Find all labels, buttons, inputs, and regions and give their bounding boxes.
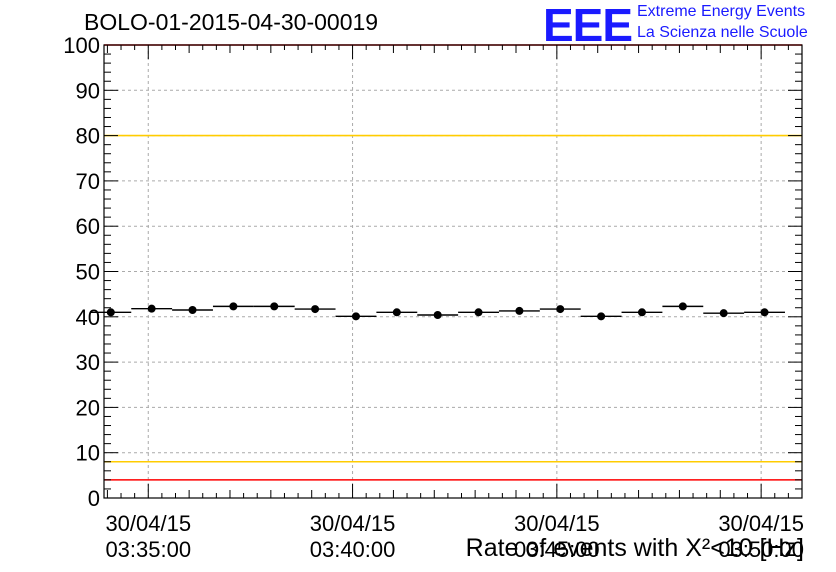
y-tick-label: 90	[76, 78, 100, 103]
data-point	[515, 306, 524, 315]
data-layer	[90, 302, 785, 321]
x-tick-time: 03:35:00	[105, 537, 191, 562]
y-tick-label: 20	[76, 395, 100, 420]
data-point	[719, 309, 728, 318]
eee-logo: EEE	[543, 0, 633, 51]
data-point	[270, 302, 279, 311]
y-tick-label: 80	[76, 124, 100, 149]
y-tick-label: 50	[76, 260, 100, 285]
data-point	[106, 308, 115, 317]
x-axis-label: Rate of events with X²<10 [Hz]	[465, 534, 804, 562]
y-tick-label: 100	[63, 33, 100, 58]
logo-subtitle-2: La Scienza nelle Scuole	[637, 24, 808, 41]
data-point	[678, 302, 687, 311]
data-point	[556, 305, 565, 314]
logo-subtitle-1: Extreme Energy Events	[637, 3, 806, 20]
data-point	[433, 310, 442, 319]
data-point	[760, 308, 769, 317]
data-point	[311, 305, 320, 314]
data-point	[392, 308, 401, 317]
x-tick-time: 03:40:00	[310, 537, 396, 562]
tick-labels: 010203040506070809010030/04/1503:35:0030…	[63, 33, 804, 562]
data-point	[474, 308, 483, 317]
chart-title: BOLO-01-2015-04-30-00019	[84, 9, 379, 35]
y-tick-label: 40	[76, 305, 100, 330]
data-point	[188, 306, 197, 315]
y-tick-label: 10	[76, 441, 100, 466]
y-tick-label: 60	[76, 214, 100, 239]
x-tick-date: 30/04/15	[718, 511, 804, 536]
y-tick-label: 70	[76, 169, 100, 194]
data-point	[351, 312, 360, 321]
x-tick-date: 30/04/15	[310, 511, 396, 536]
x-tick-time: 03:50:00	[718, 537, 804, 562]
data-point	[147, 304, 156, 313]
data-point	[637, 308, 646, 317]
data-point	[229, 302, 238, 311]
data-point	[597, 312, 606, 321]
y-tick-label: 30	[76, 350, 100, 375]
grid-layer	[104, 45, 802, 498]
x-tick-time: 03:45:00	[514, 537, 600, 562]
tick-layer	[104, 44, 803, 499]
reference-lines	[104, 44, 802, 481]
y-tick-label: 0	[88, 486, 100, 511]
x-tick-date: 30/04/15	[105, 511, 191, 536]
x-tick-date: 30/04/15	[514, 511, 600, 536]
